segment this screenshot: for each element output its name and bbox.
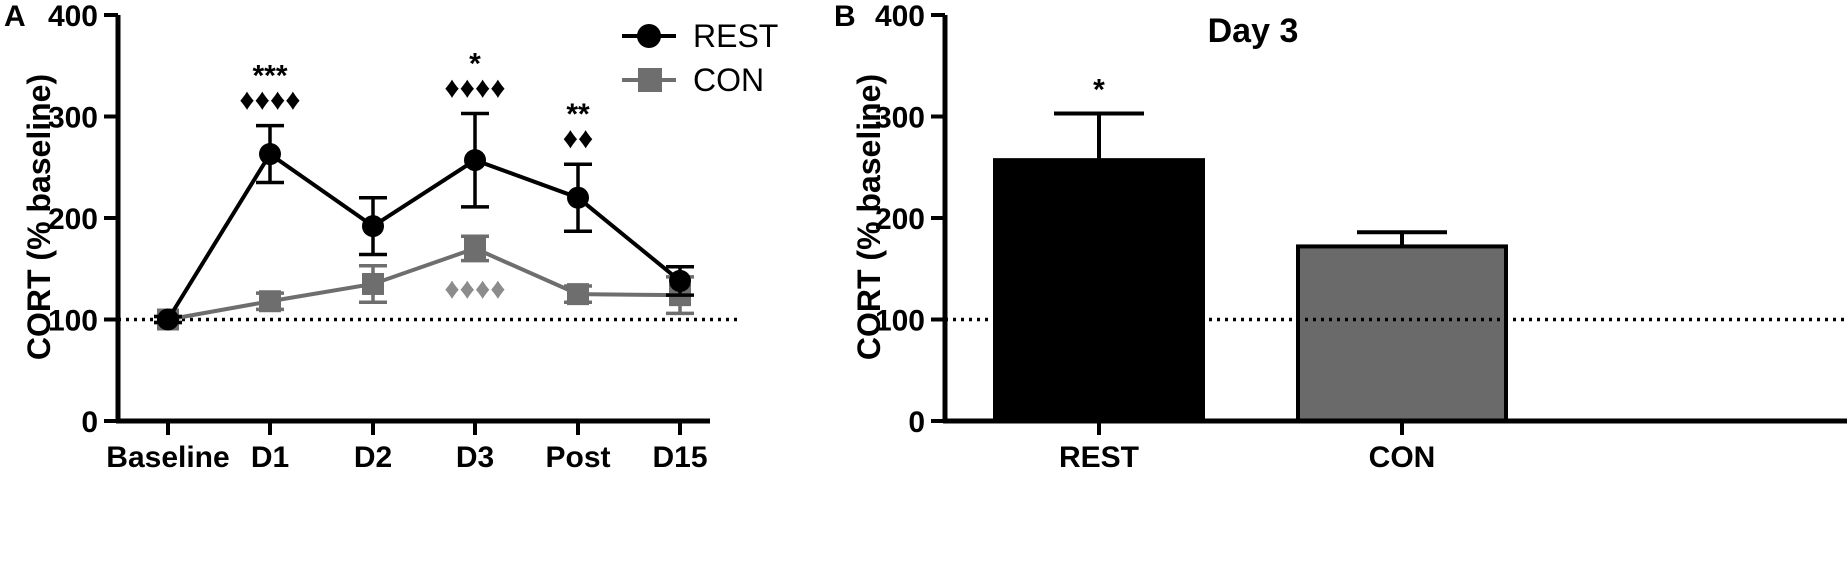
panel-a-annotation-2-0: ** <box>566 98 590 131</box>
panel-a-x-ticks: Baseline D1 D2 D3 Post D15 <box>106 421 708 474</box>
panel-b-bars <box>945 111 1847 424</box>
panel-b-x-tick-label-0: REST <box>1059 441 1139 474</box>
panel-a-annotation-3-0: ♦♦♦♦ <box>444 273 505 306</box>
panel-a-point-rest-5 <box>669 269 691 292</box>
panel-a-y-tick-label-3: 300 <box>48 102 98 135</box>
panel-a-y-tick-label-2: 200 <box>48 203 98 236</box>
panel-b-y-tick-label-3: 300 <box>875 102 925 135</box>
panel-a-x-tick-label-5: D15 <box>652 441 707 474</box>
panel-b-bar-chart: B Day 3 CORT (% baseline) 0100200300400 … <box>834 0 1847 474</box>
panel-a-point-con-2 <box>362 272 384 295</box>
panel-b-x-ticks: REST CON <box>1059 421 1435 474</box>
panel-b-title: Day 3 <box>1208 12 1299 50</box>
panel-a-x-tick-label-4: Post <box>545 441 610 474</box>
panel-a-annotation-0-0: *** <box>252 60 287 93</box>
panel-a-y-ticks: 0 100 200 300 400 <box>48 0 118 439</box>
panel-a-x-tick-label-2: D2 <box>354 441 392 474</box>
panel-b-y-tick-label-0: 0 <box>908 406 925 439</box>
panel-b-x-tick-label-1: CON <box>1369 441 1436 474</box>
panel-a-y-tick-label-1: 100 <box>48 305 98 338</box>
panel-b-letter: B <box>834 0 856 33</box>
panel-b-annotation-0: * <box>1093 73 1105 106</box>
panel-a-point-con-4 <box>567 283 589 306</box>
panel-a-legend: REST CON <box>622 18 778 98</box>
panel-b-y-axis-title: CORT (% baseline) <box>851 74 887 360</box>
panel-a-y-tick-label-4: 400 <box>48 0 98 33</box>
panel-a-annotation-1-0: * <box>469 47 481 80</box>
panel-a-annotation-2-1: ♦♦ <box>563 122 594 155</box>
panel-a-point-rest-2 <box>362 215 384 238</box>
panel-b-y-tick-label-1: 100 <box>875 305 925 338</box>
panel-a-annotations: ***♦♦♦♦*♦♦♦♦**♦♦♦♦♦♦ <box>239 47 593 305</box>
legend-marker-rest <box>637 24 661 48</box>
panel-a-annotation-0-1: ♦♦♦♦ <box>239 84 300 117</box>
panel-a-letter: A <box>4 0 26 33</box>
panel-a-x-tick-label-0: Baseline <box>106 441 229 474</box>
panel-a-annotation-1-1: ♦♦♦♦ <box>444 71 505 104</box>
panel-a-series-line-rest <box>166 151 682 321</box>
panel-b-y-tick-label-4: 400 <box>875 0 925 33</box>
panel-a-axes <box>115 15 710 424</box>
panel-a-x-tick-label-1: D1 <box>251 441 289 474</box>
panel-b-axes <box>942 15 1847 424</box>
legend-label-rest: REST <box>693 18 778 54</box>
panel-a-point-rest-0 <box>157 308 179 331</box>
panel-a-x-tick-label-3: D3 <box>456 441 494 474</box>
panel-a-y-tick-label-0: 0 <box>81 406 98 439</box>
panel-a-line-chart: A CORT (% baseline) 0 100 200 300 400 Baseli… <box>4 0 778 474</box>
panel-a-point-rest-4 <box>567 186 589 209</box>
panel-b-annotations: * <box>1093 73 1105 106</box>
panel-b-bar-0 <box>993 158 1205 424</box>
legend-label-con: CON <box>693 62 764 98</box>
panel-b-y-ticks: 0 100 200 300 400 <box>875 0 945 439</box>
panel-a-point-con-3 <box>464 237 486 260</box>
panel-b-y-tick-label-2: 200 <box>875 203 925 236</box>
panel-a-series-line-con <box>167 246 681 322</box>
panel-a-point-rest-3 <box>464 149 486 172</box>
panel-b-bar-1 <box>1296 244 1508 423</box>
panel-a-y-axis-title: CORT (% baseline) <box>21 74 57 360</box>
panel-a-point-con-1 <box>259 290 281 313</box>
panel-a-series <box>118 111 738 331</box>
legend-marker-con <box>638 68 662 92</box>
panel-a-point-rest-1 <box>259 143 281 166</box>
